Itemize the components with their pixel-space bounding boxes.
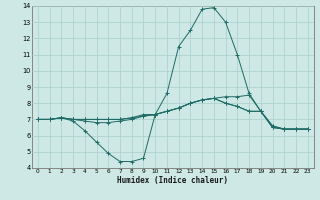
X-axis label: Humidex (Indice chaleur): Humidex (Indice chaleur)	[117, 176, 228, 185]
